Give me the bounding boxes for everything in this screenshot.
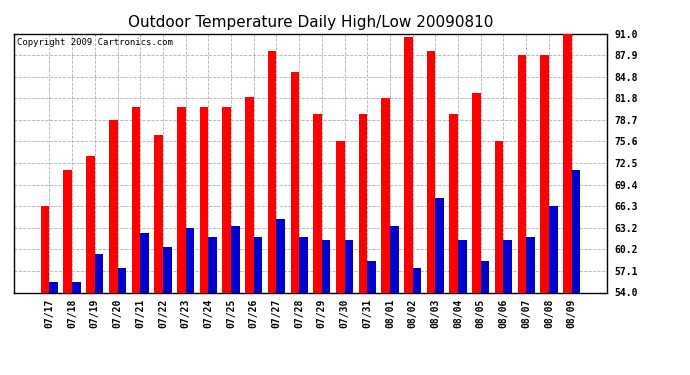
Bar <box>231 226 239 292</box>
Bar <box>458 240 466 292</box>
Bar <box>186 228 195 292</box>
Bar <box>390 226 399 292</box>
Bar <box>299 237 308 292</box>
Bar <box>177 107 186 292</box>
Bar <box>72 282 81 292</box>
Bar <box>359 114 367 292</box>
Bar <box>382 98 390 292</box>
Bar <box>549 207 558 292</box>
Bar <box>268 51 277 292</box>
Bar <box>504 240 512 292</box>
Bar <box>95 254 103 292</box>
Bar <box>404 37 413 292</box>
Text: Copyright 2009 Cartronics.com: Copyright 2009 Cartronics.com <box>17 38 172 46</box>
Bar <box>140 233 149 292</box>
Bar <box>222 107 231 292</box>
Bar <box>155 135 163 292</box>
Title: Outdoor Temperature Daily High/Low 20090810: Outdoor Temperature Daily High/Low 20090… <box>128 15 493 30</box>
Bar <box>132 107 140 292</box>
Bar <box>313 114 322 292</box>
Bar <box>435 198 444 292</box>
Bar <box>495 141 504 292</box>
Bar <box>277 219 285 292</box>
Bar <box>63 170 72 292</box>
Bar <box>208 237 217 292</box>
Bar <box>163 247 172 292</box>
Bar <box>199 107 208 292</box>
Bar <box>426 51 435 292</box>
Bar <box>526 237 535 292</box>
Bar <box>290 72 299 292</box>
Bar <box>571 170 580 292</box>
Bar <box>563 34 571 292</box>
Bar <box>518 55 526 292</box>
Bar <box>481 261 489 292</box>
Bar <box>245 97 254 292</box>
Bar <box>117 268 126 292</box>
Bar <box>540 56 549 292</box>
Bar <box>413 268 422 292</box>
Bar <box>344 240 353 292</box>
Bar <box>109 120 117 292</box>
Bar <box>472 93 481 292</box>
Bar <box>449 114 458 292</box>
Bar <box>336 141 344 292</box>
Bar <box>50 282 58 292</box>
Bar <box>254 237 262 292</box>
Bar <box>367 261 376 292</box>
Bar <box>322 240 331 292</box>
Bar <box>41 207 50 292</box>
Bar <box>86 156 95 292</box>
